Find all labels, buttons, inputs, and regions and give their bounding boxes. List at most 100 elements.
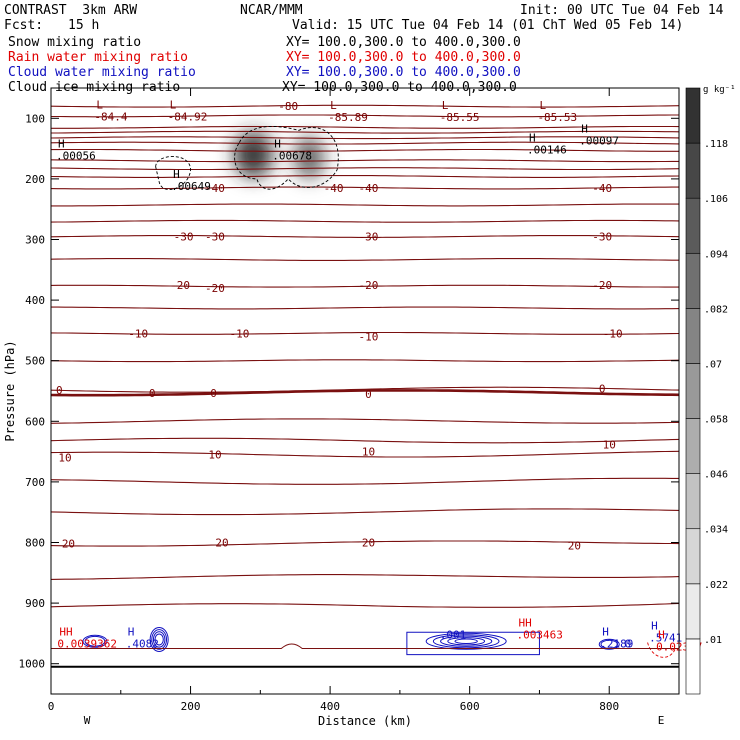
- isotherm-label-22: 0: [599, 383, 606, 396]
- y-axis-title: Pressure (hPa): [3, 340, 17, 441]
- isotherm-label-2: -40: [205, 182, 225, 195]
- legend-snow-xy: XY= 100.0,300.0 to 400.0,300.0: [286, 35, 521, 50]
- y-tick-label-6: 600: [25, 415, 45, 428]
- isotherm-line-26: [51, 508, 679, 516]
- isotherm-label-5: -40: [592, 182, 612, 195]
- cloud-water-contour-b-3: [440, 635, 493, 647]
- init-label: Init: 00 UTC Tue 04 Feb 14: [520, 3, 724, 18]
- legend-cloudwater-name: Cloud water mixing ratio: [8, 65, 196, 80]
- isotherm-label-4: -40: [359, 182, 379, 195]
- east-label: E: [658, 714, 665, 727]
- isotherm-label-13: -20: [592, 279, 612, 292]
- extremum-mark-8: H: [274, 138, 281, 151]
- colorbar-tick-label-3: .094: [704, 249, 728, 260]
- cloud-water-envelope: [406, 631, 540, 656]
- extremum-mark-15: H: [602, 626, 609, 639]
- isotherm-label-19: 0: [149, 387, 156, 400]
- isotherm-label-26: 10: [603, 438, 616, 451]
- isotherm-line-25: [51, 477, 679, 485]
- extremum-value-15: .2189: [600, 638, 633, 651]
- extremum-value-14: .003463: [517, 628, 563, 641]
- isotherm-line-1: [51, 104, 679, 108]
- isotherm-label-11: -20: [205, 282, 225, 295]
- extremum-mark-4: L: [442, 99, 449, 112]
- isotherm-line-21: [51, 389, 679, 397]
- isotherm-line-17: [51, 306, 679, 310]
- cloud-ice-outline: [234, 126, 339, 190]
- isotherm-label-7: -30: [205, 230, 225, 243]
- isotherm-label-28: 20: [215, 537, 228, 550]
- isotherm-line-5: [51, 136, 679, 140]
- y-tick-label-10: 1000: [19, 658, 46, 671]
- extremum-mark-9: H: [529, 132, 536, 145]
- colorbar-tick-label-2: .106: [704, 194, 728, 205]
- isotherm-line-23: [51, 437, 679, 444]
- isotherm-label-14: -10: [128, 327, 148, 340]
- isotherm-label-24: 10: [208, 449, 221, 462]
- colorbar-tick-label-5: .07: [704, 359, 722, 370]
- isotherm-label-23: 10: [58, 452, 71, 465]
- fcst-value: 15 h: [68, 18, 100, 33]
- extremum-value-13: .001: [440, 628, 467, 641]
- isotherm-line-13: [51, 219, 679, 223]
- cloud-water-contour-d-2: [84, 635, 106, 647]
- colorbar-segment-9: [685, 197, 701, 254]
- extremum-value-16: 0: [625, 638, 632, 651]
- extremum-mark-1: L: [96, 98, 103, 111]
- x-tick-label-5: 800: [599, 700, 619, 713]
- isotherm-line-14: [51, 235, 679, 238]
- colorbar-tick-label-7: .046: [704, 470, 728, 481]
- colorbar-tick-label-4: .082: [704, 304, 728, 315]
- isotherm-label-17: -10: [603, 327, 623, 340]
- extremum-value-17: .5741: [649, 631, 682, 644]
- x-tick-label-2: 200: [181, 700, 201, 713]
- extremum-mark-2: L: [170, 98, 177, 111]
- y-tick-label-1: 100: [25, 112, 45, 125]
- extremum-value-10: .00097: [579, 135, 619, 148]
- y-tick-label-7: 700: [25, 476, 45, 489]
- extremum-value-1: -84.4: [94, 110, 127, 123]
- isotherm-line-4: [51, 130, 679, 134]
- y-tick-label-5: 500: [25, 355, 45, 368]
- extremum-mark-12: H: [128, 626, 135, 639]
- colorbar-segment-5: [685, 418, 701, 474]
- rain-outline-east: [647, 642, 676, 658]
- extremum-value-7: .00649: [171, 180, 211, 193]
- isotherm-label-3: -40: [324, 182, 344, 195]
- extremum-value-6: .00056: [56, 150, 96, 163]
- cloud-ice-outline-small: [155, 156, 192, 190]
- extremum-value-4: -85.55: [440, 111, 480, 124]
- y-tick-label-2: 200: [25, 173, 45, 186]
- isotherm-line-10: [51, 175, 679, 178]
- isotherm-line-28: [51, 574, 679, 580]
- y-tick-label-4: 400: [25, 294, 45, 307]
- extremum-mark-6: H: [58, 138, 65, 151]
- isotherm-line-11: [51, 186, 679, 190]
- colorbar-tick-label-6: .058: [704, 415, 728, 426]
- isotherm-label-12: -20: [359, 279, 379, 292]
- cloud-water-contour-a-2: [151, 629, 168, 650]
- extremum-value-5: -85.53: [537, 111, 577, 124]
- extremum-mark-5: L: [539, 99, 546, 112]
- x-tick-label-1: 0: [48, 700, 55, 713]
- extremum-mark-18: H: [658, 629, 665, 642]
- isotherm-line-9: [51, 167, 679, 171]
- colorbar-segment-10: [685, 142, 701, 199]
- isotherm-line-19: [51, 359, 679, 363]
- isotherm-label-8: -30: [359, 230, 379, 243]
- legend-rain-name: Rain water mixing ratio: [8, 50, 189, 65]
- cloud-water-contour-a-3: [152, 631, 166, 648]
- x-tick-label-4: 600: [460, 700, 480, 713]
- extremum-mark-10: H: [581, 123, 588, 136]
- colorbar-segment-6: [685, 363, 701, 419]
- extremum-value-11: 0.0039362: [57, 638, 117, 651]
- isotherm-label-30: 20: [568, 540, 581, 553]
- valid-label: Valid: 15 UTC Tue 04 Feb 14 (01 ChT Wed …: [292, 18, 684, 33]
- cloud-water-contour-a-1: [149, 626, 169, 652]
- x-tick-label-3: 400: [320, 700, 340, 713]
- legend-cloudwater-xy: XY= 100.0,300.0 to 400.0,300.0: [286, 65, 521, 80]
- isotherm-label-15: -10: [229, 327, 249, 340]
- colorbar-segment-1: [685, 638, 701, 695]
- isotherm-label-10: -20: [170, 279, 190, 292]
